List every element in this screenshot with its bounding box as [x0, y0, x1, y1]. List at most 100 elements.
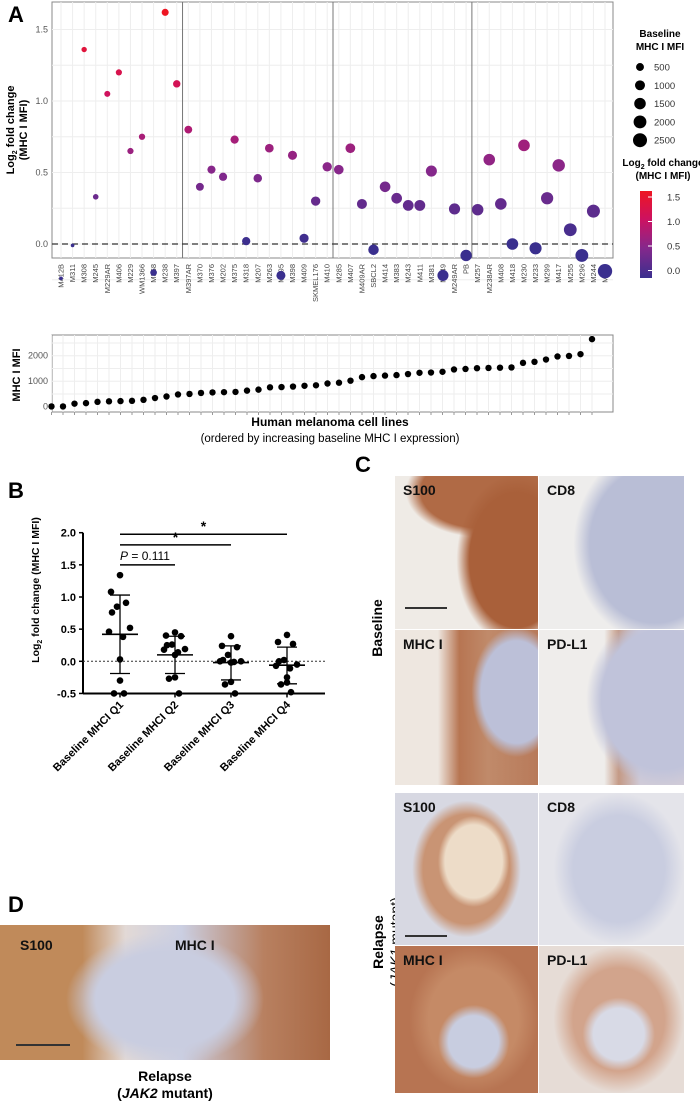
y-tick-label: 1.5 — [61, 560, 76, 572]
x-tick-label: M397 — [172, 264, 181, 283]
data-point — [289, 383, 297, 390]
size-legend-swatch — [633, 115, 647, 129]
data-point — [168, 641, 176, 648]
x-tick-label: M243 — [404, 264, 413, 283]
p-value-label: P = 0.111 — [120, 549, 170, 563]
y-tick-label: 0.5 — [61, 624, 76, 636]
data-point — [174, 391, 182, 398]
data-point — [333, 164, 344, 175]
data-point — [575, 249, 589, 262]
ihc-baseline-pd-l1: PD-L1 — [539, 630, 684, 785]
data-point — [184, 125, 193, 134]
data-point — [94, 398, 101, 406]
y-tick-label: 0 — [43, 402, 48, 412]
data-point — [161, 8, 169, 16]
data-point — [289, 640, 297, 648]
size-legend-title: MHC I MFI — [636, 42, 685, 53]
data-point — [186, 390, 193, 398]
significance-label: * — [173, 529, 179, 545]
data-point — [220, 388, 228, 396]
size-legend-label: 1500 — [654, 99, 675, 110]
data-point — [207, 165, 216, 174]
data-point — [70, 243, 75, 248]
x-tick-label: M398 — [288, 264, 297, 283]
y-axis-label: Log2 fold change (MHC I MFI) — [30, 517, 44, 663]
data-point — [266, 384, 274, 391]
data-point — [175, 690, 183, 697]
x-tick-label: M238AR — [485, 263, 494, 293]
data-point — [122, 599, 130, 607]
size-legend-label: 500 — [654, 63, 670, 74]
x-tick-label: M296 — [577, 264, 586, 283]
data-point — [127, 147, 134, 155]
data-point — [437, 269, 449, 281]
x-tick-label: M370 — [195, 264, 204, 283]
data-point — [230, 135, 239, 144]
data-point — [577, 350, 584, 358]
ihc-baseline-s100: S100 — [395, 476, 538, 629]
data-point — [242, 236, 251, 246]
x-tick-label: M255 — [566, 264, 575, 283]
x-tick-label: M202 — [219, 264, 228, 283]
ihc-relapse-mhc-i: MHC I — [395, 946, 538, 1093]
x-tick-label: PB — [462, 264, 471, 274]
data-point — [439, 368, 446, 375]
data-point — [115, 69, 122, 76]
y-tick-label: 1.0 — [61, 592, 76, 604]
y-tick-label: 0.0 — [35, 239, 48, 249]
color-legend-label: 1.0 — [667, 217, 680, 228]
data-point — [116, 677, 124, 684]
data-point — [216, 658, 224, 665]
data-point — [531, 358, 538, 366]
scale-bar — [16, 1044, 70, 1046]
data-point — [324, 380, 331, 387]
y-axis-label-line2: (MHC I MFI) — [18, 99, 30, 160]
x-tick-label: M245 — [91, 264, 100, 283]
data-point — [274, 638, 282, 646]
row-label-baseline: Baseline — [369, 599, 385, 657]
data-point — [227, 632, 235, 640]
data-point — [310, 196, 321, 206]
x-tick-label: M410 — [323, 264, 332, 283]
data-point — [81, 46, 87, 53]
data-point — [119, 633, 127, 641]
x-tick-label: M207 — [253, 264, 262, 283]
panel-d-caption: Relapse (JAK2 mutant) — [117, 1068, 213, 1101]
data-point — [496, 364, 504, 371]
y-tick-label: 2000 — [28, 351, 48, 361]
data-point — [425, 165, 437, 177]
x-tick-label: M244 — [589, 264, 598, 283]
x-tick-label: M375 — [230, 264, 239, 283]
x-tick-label: M229 — [126, 264, 135, 283]
data-point — [462, 365, 469, 373]
x-tick-label: M238 — [161, 264, 170, 283]
data-point — [82, 399, 90, 407]
data-point — [473, 364, 481, 372]
data-point — [59, 276, 63, 281]
color-legend-label: 0.0 — [667, 266, 680, 277]
y-tick-label: 1.5 — [35, 25, 48, 35]
x-tick-label: M414 — [381, 264, 390, 283]
data-point — [565, 352, 573, 360]
x-tick-label: M311 — [68, 264, 77, 282]
data-point — [563, 223, 577, 237]
data-point — [233, 643, 241, 651]
data-point — [312, 382, 320, 389]
data-point — [335, 379, 343, 386]
data-point — [165, 675, 173, 682]
data-point — [138, 133, 146, 140]
x-tick-label: M229AR — [103, 263, 112, 293]
x-tick-label: M376 — [207, 264, 216, 283]
x-tick-label: M383 — [392, 264, 401, 283]
data-point — [542, 356, 550, 363]
data-point — [519, 359, 527, 367]
data-point — [586, 204, 600, 218]
data-point — [597, 264, 613, 279]
stain-label-s100: S100 — [20, 937, 53, 953]
data-point — [322, 162, 332, 172]
panel-a-chart: M412BM311M308M245M229ARM406M229WM1366M36… — [5, 1, 700, 445]
size-legend-swatch — [635, 80, 645, 91]
data-point — [224, 651, 232, 659]
x-tick-label: SKMEL176 — [311, 264, 320, 302]
panel-b-chart: 2.0 1.5 1.0 0.5 0.0 -0.5 Log2 fold change (MHC… — [30, 517, 325, 774]
